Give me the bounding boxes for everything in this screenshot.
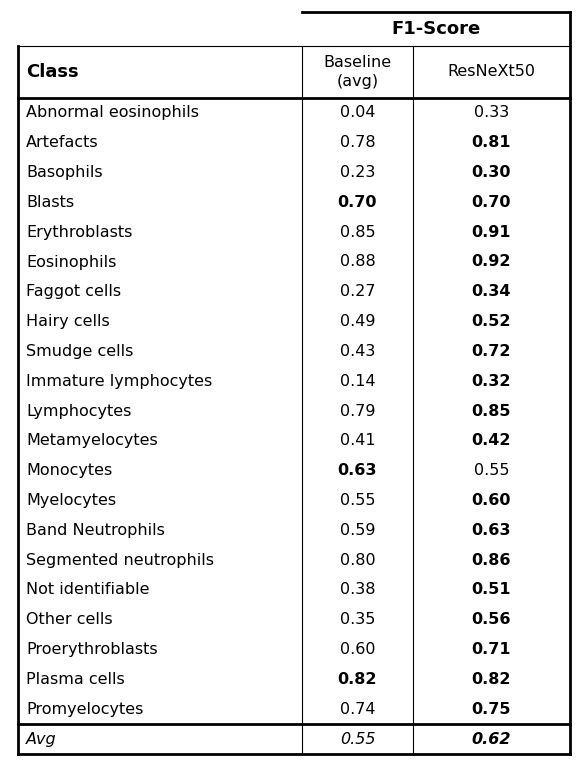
Text: 0.70: 0.70 bbox=[338, 195, 377, 210]
Text: Lymphocytes: Lymphocytes bbox=[26, 404, 132, 418]
Text: Proerythroblasts: Proerythroblasts bbox=[26, 642, 158, 657]
Text: ResNeXt50: ResNeXt50 bbox=[448, 64, 535, 80]
Text: 0.52: 0.52 bbox=[471, 314, 511, 329]
Text: 0.62: 0.62 bbox=[471, 732, 511, 747]
Text: 0.82: 0.82 bbox=[471, 672, 511, 687]
Text: Other cells: Other cells bbox=[26, 612, 113, 627]
Text: Promyelocytes: Promyelocytes bbox=[26, 702, 143, 717]
Text: 0.38: 0.38 bbox=[340, 582, 375, 597]
Text: 0.60: 0.60 bbox=[471, 493, 511, 508]
Text: 0.33: 0.33 bbox=[474, 106, 509, 120]
Text: 0.35: 0.35 bbox=[340, 612, 375, 627]
Text: Baseline
(avg): Baseline (avg) bbox=[324, 55, 392, 89]
Text: 0.70: 0.70 bbox=[471, 195, 511, 210]
Text: Faggot cells: Faggot cells bbox=[26, 284, 121, 300]
Text: 0.79: 0.79 bbox=[340, 404, 375, 418]
Text: Immature lymphocytes: Immature lymphocytes bbox=[26, 374, 212, 389]
Text: 0.74: 0.74 bbox=[340, 702, 375, 717]
Text: 0.85: 0.85 bbox=[340, 224, 375, 240]
Text: 0.85: 0.85 bbox=[471, 404, 511, 418]
Text: 0.86: 0.86 bbox=[471, 553, 511, 568]
Text: Monocytes: Monocytes bbox=[26, 463, 112, 478]
Text: 0.43: 0.43 bbox=[340, 344, 375, 359]
Text: 0.27: 0.27 bbox=[340, 284, 375, 300]
Text: Avg: Avg bbox=[26, 732, 56, 747]
Text: 0.23: 0.23 bbox=[340, 165, 375, 180]
Text: 0.88: 0.88 bbox=[340, 254, 375, 270]
Text: 0.55: 0.55 bbox=[340, 493, 375, 508]
Text: Not identifiable: Not identifiable bbox=[26, 582, 150, 597]
Text: Band Neutrophils: Band Neutrophils bbox=[26, 523, 165, 538]
Text: 0.71: 0.71 bbox=[471, 642, 511, 657]
Text: 0.30: 0.30 bbox=[471, 165, 511, 180]
Text: Abnormal eosinophils: Abnormal eosinophils bbox=[26, 106, 199, 120]
Text: Basophils: Basophils bbox=[26, 165, 102, 180]
Text: Hairy cells: Hairy cells bbox=[26, 314, 110, 329]
Text: Myelocytes: Myelocytes bbox=[26, 493, 116, 508]
Text: 0.92: 0.92 bbox=[471, 254, 511, 270]
Text: 0.55: 0.55 bbox=[340, 732, 375, 747]
Text: 0.32: 0.32 bbox=[471, 374, 511, 389]
Text: F1-Score: F1-Score bbox=[392, 20, 481, 38]
Text: 0.91: 0.91 bbox=[471, 224, 511, 240]
Text: 0.81: 0.81 bbox=[471, 136, 511, 150]
Text: Blasts: Blasts bbox=[26, 195, 74, 210]
Text: Eosinophils: Eosinophils bbox=[26, 254, 116, 270]
Text: 0.42: 0.42 bbox=[471, 434, 511, 448]
Text: Metamyelocytes: Metamyelocytes bbox=[26, 434, 158, 448]
Text: 0.80: 0.80 bbox=[340, 553, 375, 568]
Text: Class: Class bbox=[26, 63, 79, 81]
Text: Artefacts: Artefacts bbox=[26, 136, 98, 150]
Text: 0.04: 0.04 bbox=[340, 106, 375, 120]
Text: 0.56: 0.56 bbox=[471, 612, 511, 627]
Text: Plasma cells: Plasma cells bbox=[26, 672, 125, 687]
Text: 0.34: 0.34 bbox=[471, 284, 511, 300]
Text: 0.55: 0.55 bbox=[474, 463, 509, 478]
Text: 0.82: 0.82 bbox=[338, 672, 377, 687]
Text: 0.51: 0.51 bbox=[471, 582, 511, 597]
Text: 0.41: 0.41 bbox=[340, 434, 375, 448]
Text: Smudge cells: Smudge cells bbox=[26, 344, 133, 359]
Text: 0.78: 0.78 bbox=[340, 136, 375, 150]
Text: Segmented neutrophils: Segmented neutrophils bbox=[26, 553, 214, 568]
Text: 0.63: 0.63 bbox=[338, 463, 377, 478]
Text: 0.60: 0.60 bbox=[340, 642, 375, 657]
Text: 0.75: 0.75 bbox=[471, 702, 511, 717]
Text: 0.49: 0.49 bbox=[340, 314, 375, 329]
Text: 0.72: 0.72 bbox=[471, 344, 511, 359]
Text: Erythroblasts: Erythroblasts bbox=[26, 224, 132, 240]
Text: 0.14: 0.14 bbox=[340, 374, 375, 389]
Text: 0.63: 0.63 bbox=[471, 523, 511, 538]
Text: 0.59: 0.59 bbox=[340, 523, 375, 538]
